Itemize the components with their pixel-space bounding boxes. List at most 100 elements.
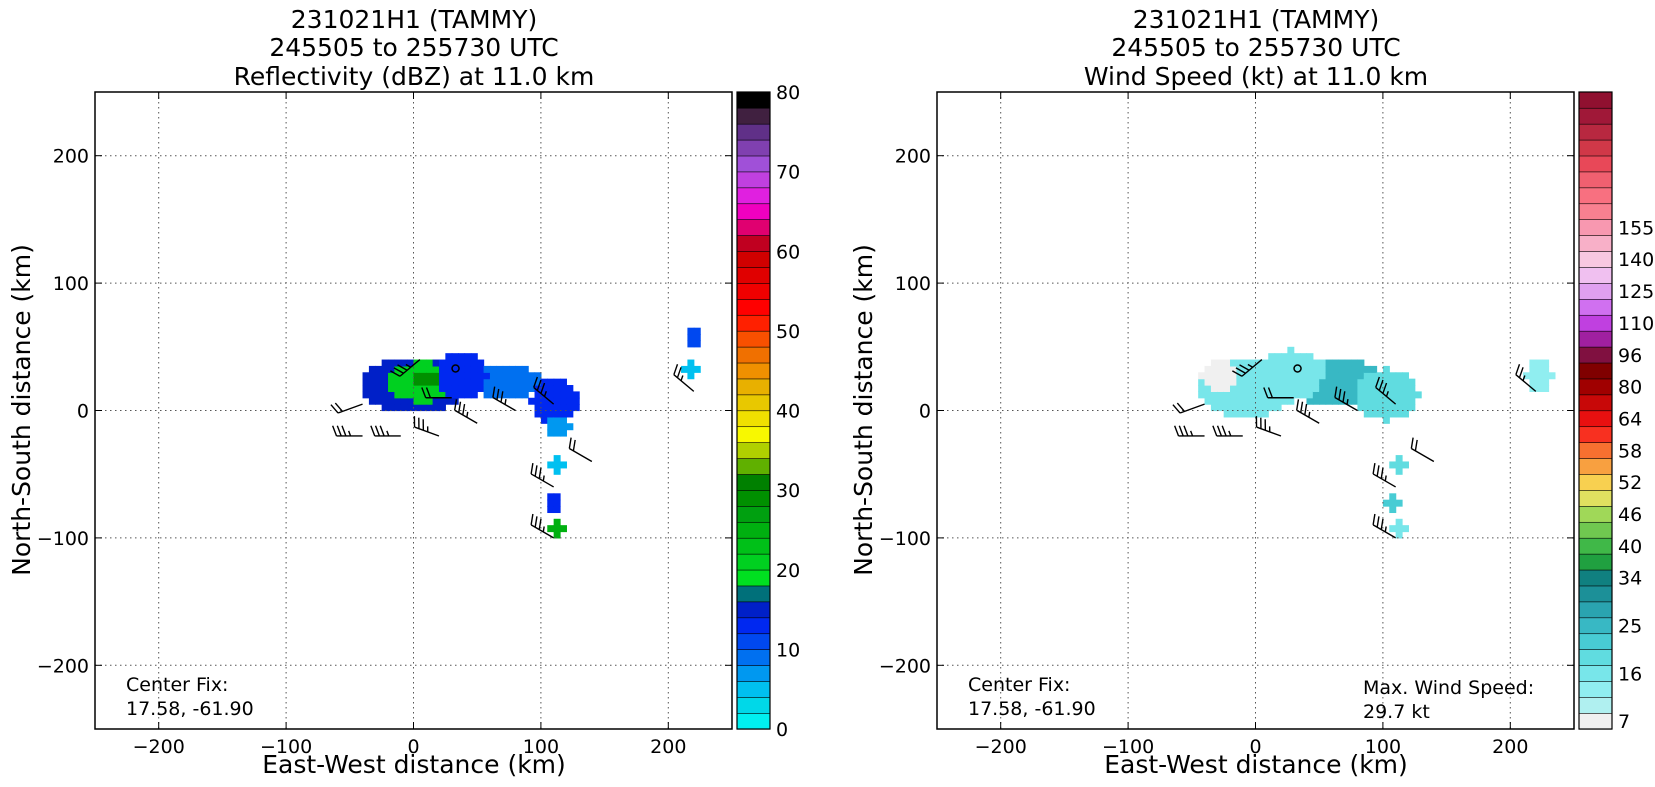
reflectivity-wind-barb-shaft (530, 473, 554, 488)
windspeed-wind-barb-half-feather (1308, 411, 1311, 418)
reflectivity-field-cell (394, 385, 402, 392)
windspeed-y-tick-label: 0 (919, 401, 931, 423)
windspeed-field-cell (1542, 385, 1550, 392)
windspeed-colorbar-bin (1578, 107, 1613, 125)
reflectivity-field-cell (432, 365, 440, 373)
reflectivity-field-cell (572, 397, 580, 405)
windspeed-field-cell (1306, 397, 1314, 405)
windspeed-field-cell (1223, 404, 1231, 412)
reflectivity-field-cell (400, 397, 408, 405)
windspeed-colorbar-tick-label: 125 (1618, 281, 1654, 303)
windspeed-colorbar-bin (1578, 91, 1613, 109)
reflectivity-field-cell (362, 378, 370, 386)
windspeed-colorbar-bin (1578, 282, 1613, 300)
reflectivity-colorbar-tick-label: 70 (776, 162, 800, 184)
windspeed-field-cell (1382, 365, 1390, 373)
reflectivity-field-cell (560, 391, 567, 399)
reflectivity-field-cell (375, 397, 383, 405)
windspeed-field-cell (1230, 365, 1237, 373)
reflectivity-field-cell (553, 467, 561, 475)
reflectivity-field-cell (489, 372, 497, 380)
reflectivity-field-cell (419, 365, 427, 373)
reflectivity-field-cell (553, 531, 561, 539)
reflectivity-colorbar-bin (736, 107, 771, 125)
windspeed-field-cell (1198, 391, 1206, 399)
reflectivity-field-cell (381, 359, 389, 367)
windspeed-field-cell (1363, 410, 1371, 418)
windspeed-field-cell (1408, 397, 1416, 405)
windspeed-field-cell (1338, 359, 1346, 367)
reflectivity-field-cell (687, 359, 695, 367)
windspeed-wind-barb (1172, 402, 1205, 414)
reflectivity-field-cell (547, 499, 555, 507)
reflectivity-colorbar-bin (736, 601, 771, 619)
windspeed-field-cell (1535, 372, 1543, 380)
windspeed-field-cell (1280, 385, 1288, 392)
windspeed-field-cell (1293, 385, 1301, 392)
reflectivity-colorbar-bin (736, 473, 771, 491)
reflectivity-grid (95, 92, 732, 729)
reflectivity-field-cell (432, 385, 440, 392)
reflectivity-field-cell (515, 385, 523, 392)
windspeed-wind-barb-feather (1342, 391, 1346, 403)
windspeed-center-fix-label: Center Fix: (968, 674, 1070, 696)
windspeed-field (1198, 346, 1556, 539)
reflectivity-colorbar-bin (736, 585, 771, 603)
windspeed-field-cell (1274, 378, 1282, 386)
reflectivity-wind-barb-feather (533, 376, 539, 388)
reflectivity-field-cell (477, 378, 485, 386)
reflectivity-wind-barb (530, 462, 554, 488)
reflectivity-field-cell (419, 404, 427, 412)
reflectivity-colorbar-bin (736, 633, 771, 650)
windspeed-wind-barb-half-feather (1228, 430, 1232, 437)
windspeed-field-cell (1300, 359, 1308, 367)
windspeed-field-cell (1242, 385, 1250, 392)
reflectivity-field-cell (470, 391, 478, 399)
reflectivity-field-cell (560, 429, 567, 437)
reflectivity-wind-barb-feather (393, 367, 404, 374)
reflectivity-field-cell (368, 385, 376, 392)
reflectivity-field-cell (394, 391, 402, 399)
windspeed-field-cell (1344, 365, 1352, 373)
windspeed-field-cell (1255, 391, 1263, 399)
reflectivity-field-cell (572, 391, 580, 399)
reflectivity-field-cell (407, 391, 415, 399)
windspeed-field-cell (1529, 378, 1537, 386)
windspeed-field-cell (1376, 372, 1384, 380)
windspeed-field-cell (1395, 531, 1403, 539)
windspeed-field-cell (1236, 397, 1244, 405)
windspeed-field-cell (1242, 372, 1250, 380)
windspeed-field-cell (1389, 378, 1397, 386)
windspeed-field-cell (1223, 391, 1231, 399)
reflectivity-wind-barb-shaft (414, 426, 440, 437)
reflectivity-colorbar-bin (736, 521, 771, 539)
reflectivity-colorbar-bin (736, 569, 771, 587)
windspeed-field-cell (1306, 385, 1314, 392)
windspeed-field-cell (1249, 378, 1257, 386)
windspeed-field-cell (1230, 404, 1237, 412)
reflectivity-field-cell (515, 365, 523, 373)
windspeed-field-cell (1210, 378, 1218, 386)
reflectivity-field-cell (534, 378, 542, 386)
windspeed-field-cell (1535, 365, 1543, 373)
windspeed-field-cell (1261, 410, 1269, 418)
windspeed-colorbar-bin (1578, 346, 1613, 364)
windspeed-field-cell (1280, 365, 1288, 373)
reflectivity-colorbar-bin (736, 314, 771, 332)
reflectivity-y-tick-label: −100 (37, 528, 89, 550)
reflectivity-x-tick-label: 200 (650, 736, 686, 758)
reflectivity-wind-barb-feather (374, 425, 381, 437)
reflectivity-wind-barb (330, 402, 363, 414)
reflectivity-field-cell (445, 397, 453, 405)
windspeed-wind-barb (1372, 462, 1396, 488)
reflectivity-field-cell (553, 518, 561, 526)
windspeed-field-cell (1319, 391, 1327, 399)
windspeed-wind-barb-feather (1295, 399, 1300, 411)
windspeed-field-cell (1319, 378, 1327, 386)
reflectivity-field-cell (438, 372, 446, 380)
windspeed-wind-barb (1173, 425, 1205, 437)
windspeed-field-cell (1293, 378, 1301, 386)
windspeed-field-cell (1402, 397, 1409, 405)
reflectivity-field-cell (509, 378, 517, 386)
windspeed-field-cell (1338, 385, 1346, 392)
